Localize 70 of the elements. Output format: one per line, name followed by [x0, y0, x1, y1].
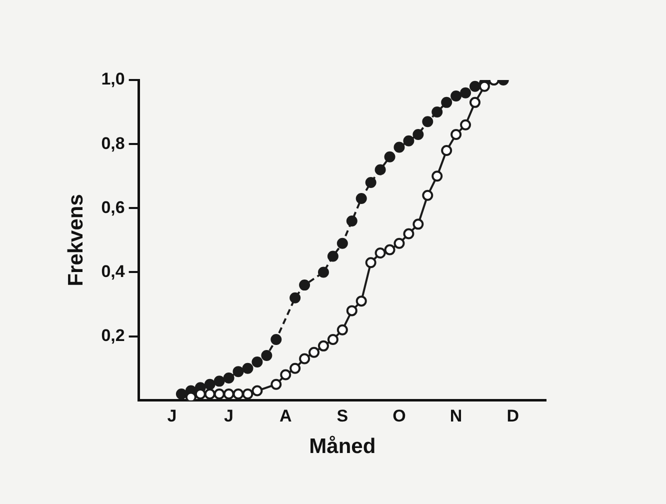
- y-tick-label: 0,4: [101, 262, 126, 281]
- x-axis-title: Måned: [309, 435, 376, 458]
- point: [432, 106, 443, 118]
- point: [422, 190, 434, 201]
- point: [336, 238, 348, 249]
- point: [384, 151, 396, 162]
- point: [356, 296, 367, 307]
- point: [242, 362, 254, 374]
- point: [318, 266, 329, 278]
- point: [374, 164, 386, 176]
- point: [327, 250, 338, 262]
- point: [290, 292, 301, 304]
- point: [252, 385, 263, 396]
- y-tick-label: 0,6: [101, 198, 125, 217]
- point: [469, 96, 480, 108]
- point: [450, 90, 462, 102]
- y-tick-label: 0,2: [101, 326, 125, 346]
- point: [346, 215, 358, 226]
- point: [232, 366, 244, 378]
- x-tick-label: J: [224, 406, 234, 426]
- point: [365, 177, 376, 188]
- point: [403, 135, 414, 146]
- point: [242, 388, 254, 400]
- point: [460, 119, 472, 130]
- point: [346, 305, 358, 316]
- point: [450, 128, 462, 140]
- point: [223, 372, 234, 384]
- point: [204, 378, 216, 390]
- point: [214, 376, 225, 387]
- y-tick-label: 0,8: [101, 134, 125, 153]
- point: [327, 334, 338, 346]
- x-tick-label: N: [450, 406, 462, 426]
- point: [365, 257, 376, 268]
- point: [290, 362, 301, 374]
- point: [356, 193, 367, 204]
- point: [460, 87, 472, 98]
- point: [318, 340, 329, 352]
- point: [270, 334, 282, 346]
- x-tick-label: S: [336, 406, 348, 426]
- point: [176, 388, 187, 400]
- point: [441, 96, 452, 108]
- point: [422, 116, 434, 128]
- point: [261, 350, 272, 362]
- point: [394, 142, 405, 153]
- point: [280, 369, 292, 380]
- point: [432, 170, 443, 182]
- point: [214, 388, 225, 400]
- point: [412, 128, 424, 140]
- y-tick-label: 1,0: [101, 70, 125, 89]
- point: [308, 346, 320, 358]
- x-tick-label: A: [279, 406, 292, 426]
- x-tick-label: O: [392, 406, 406, 426]
- point: [270, 378, 282, 390]
- point: [403, 228, 414, 240]
- point: [252, 356, 263, 368]
- point: [299, 353, 310, 364]
- point: [374, 248, 386, 259]
- point: [336, 324, 348, 336]
- point: [204, 388, 216, 400]
- x-tick-label: J: [167, 406, 177, 426]
- point: [441, 144, 452, 156]
- point: [412, 218, 424, 230]
- y-axis-title: Frekvens: [64, 194, 88, 286]
- point: [469, 80, 480, 92]
- x-tick-label: D: [506, 406, 519, 426]
- point: [223, 388, 234, 400]
- point: [394, 238, 405, 249]
- point: [384, 244, 396, 256]
- point: [299, 280, 310, 291]
- point: [232, 388, 244, 400]
